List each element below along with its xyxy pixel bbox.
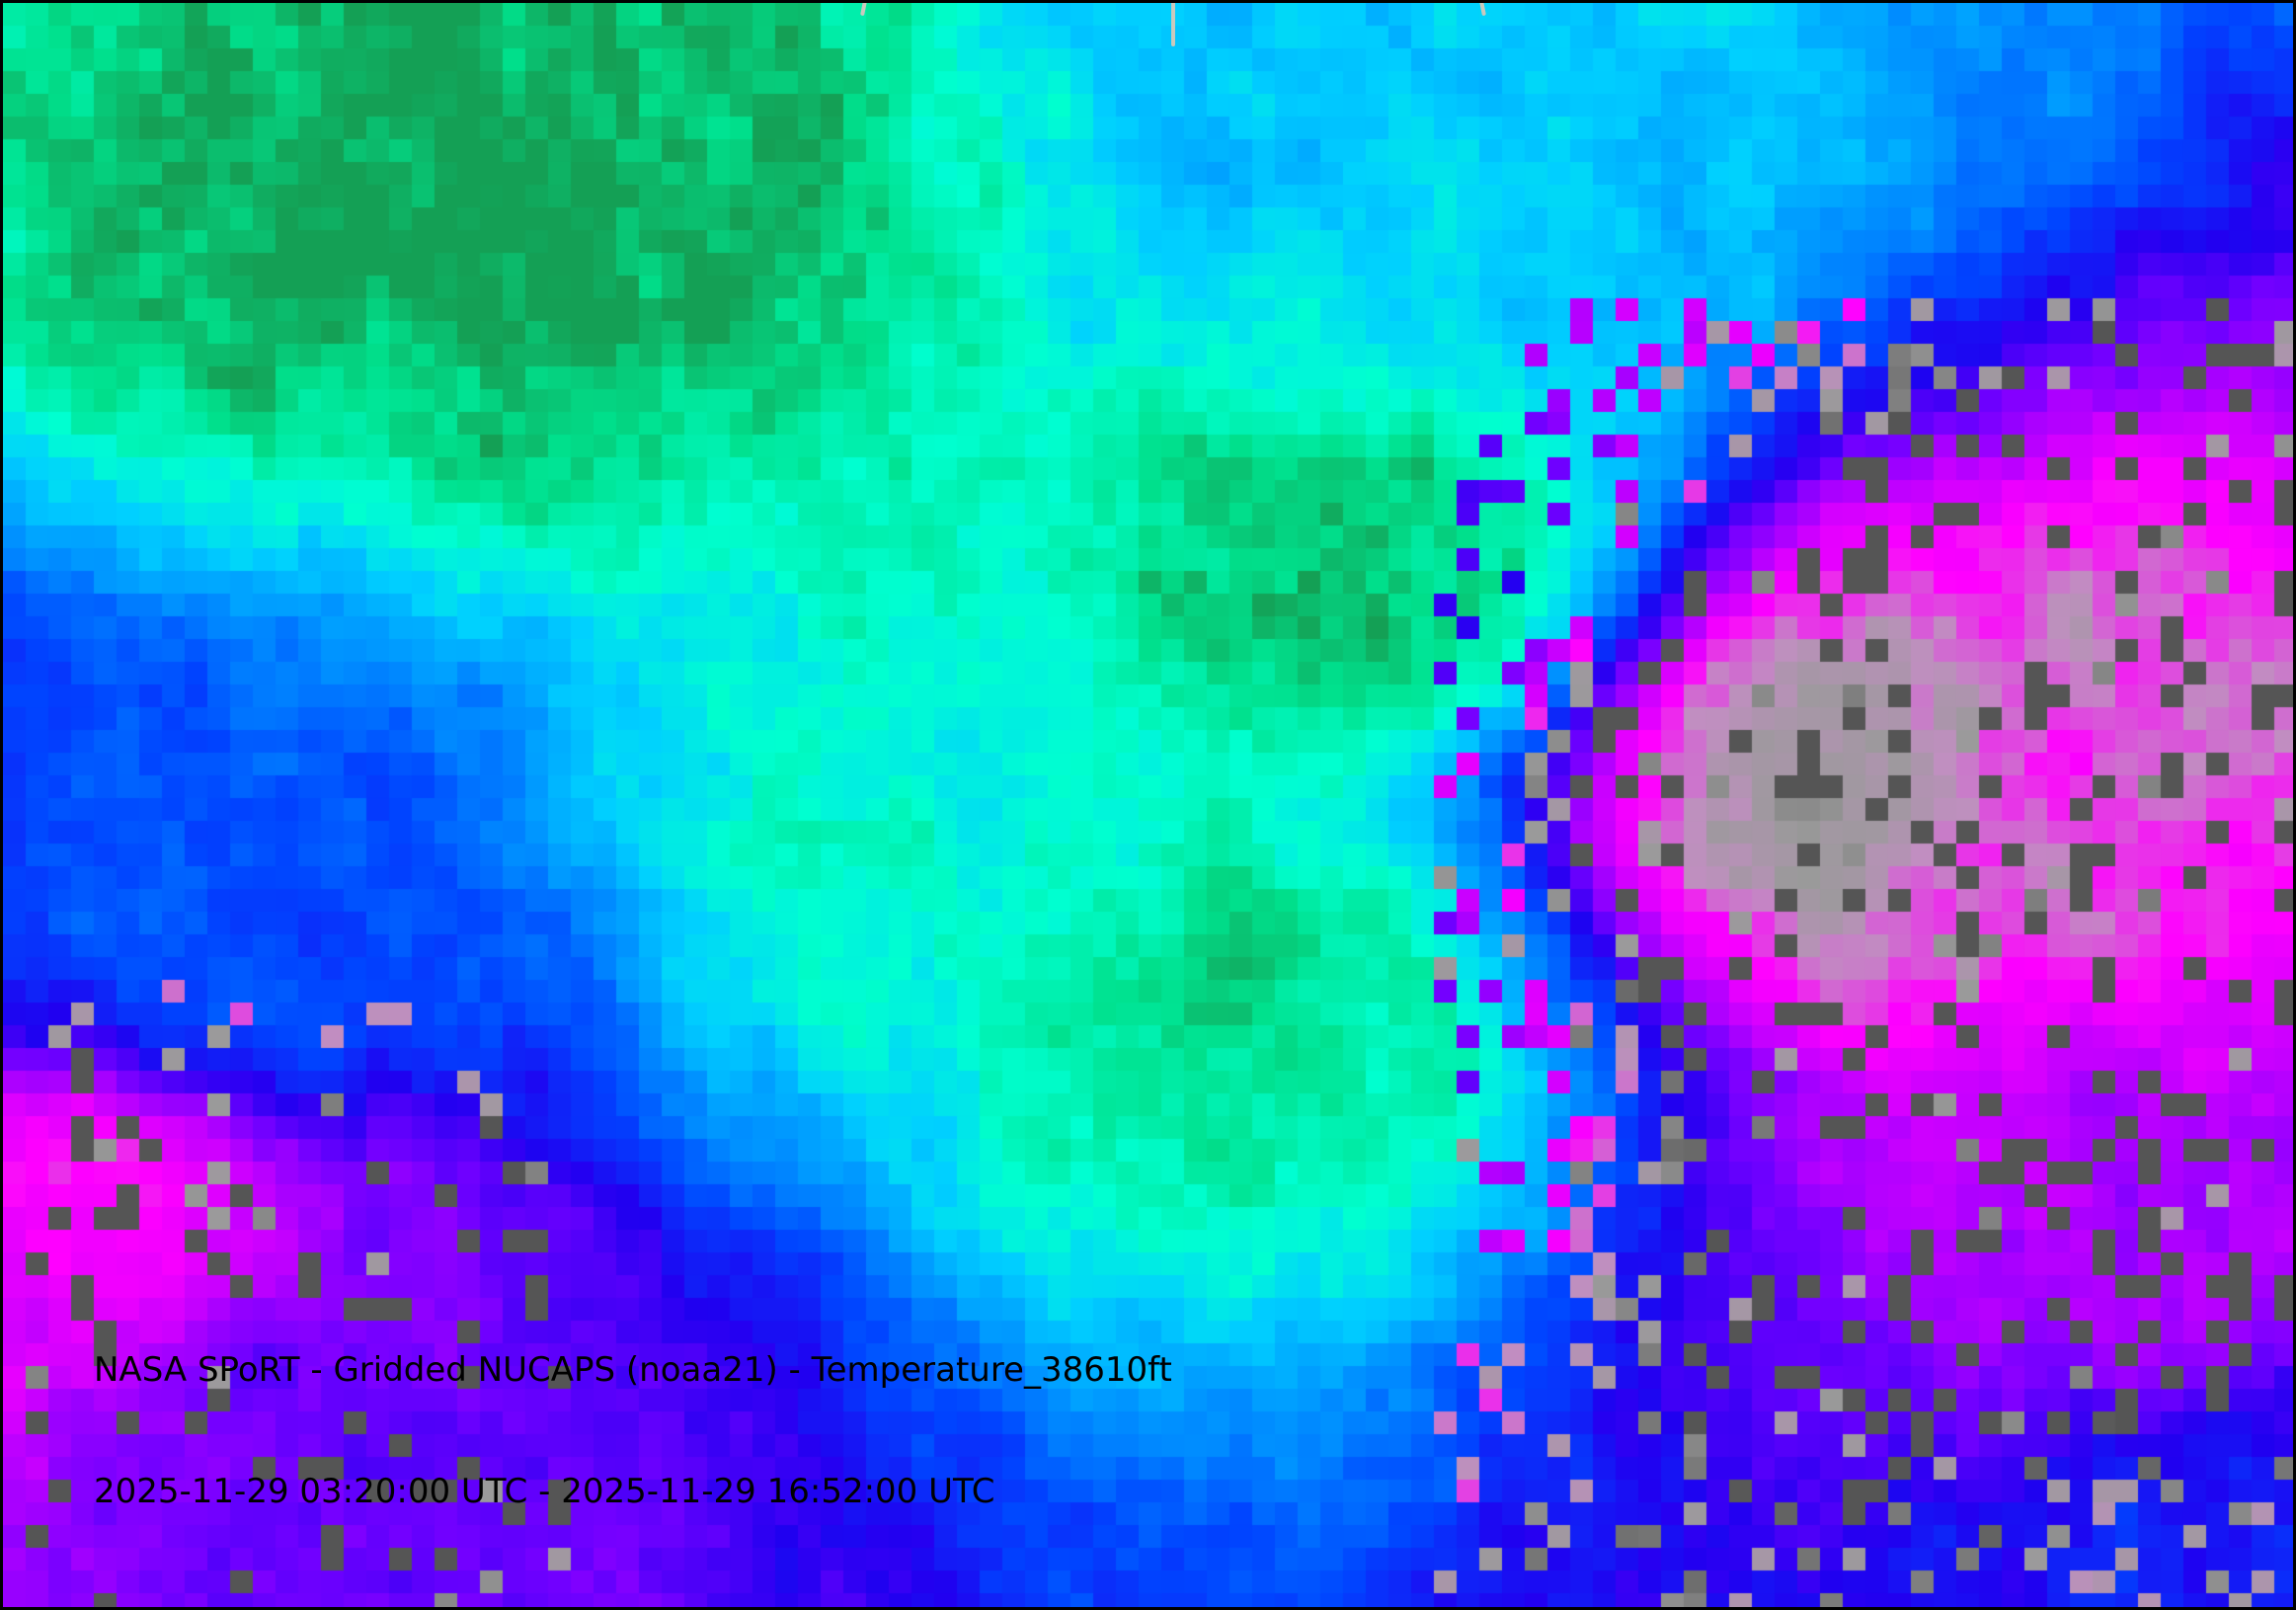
temperature-heatmap-canvas xyxy=(3,3,2293,1607)
